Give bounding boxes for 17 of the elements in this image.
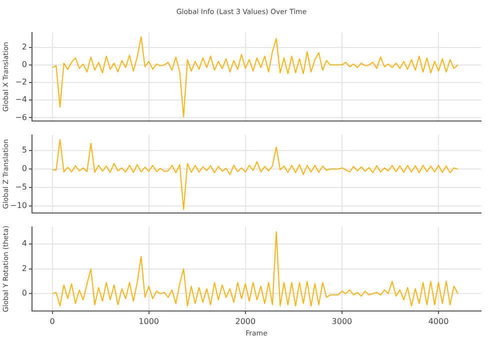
x-tick-label: 3000 xyxy=(332,316,352,326)
y-tick-label: 2 xyxy=(22,42,27,52)
y-tick-label: 2 xyxy=(22,264,27,273)
y-tick-label: −10 xyxy=(10,200,27,210)
y-tick-label: 0 xyxy=(22,288,27,298)
y-tick-label: −6 xyxy=(15,112,27,122)
y-tick-label: 5 xyxy=(22,146,27,155)
x-tick-label: 1000 xyxy=(138,316,160,326)
x-tick-label: 0 xyxy=(50,316,55,326)
y-tick-label: 0 xyxy=(22,164,27,174)
y-tick-label: −4 xyxy=(15,95,27,104)
y-tick-label: 0 xyxy=(22,60,27,70)
x-tick-label: 4000 xyxy=(428,316,449,326)
y-tick-label: −5 xyxy=(15,182,27,192)
y-tick-label: 4 xyxy=(22,239,27,248)
x-tick-label: 2000 xyxy=(235,316,256,326)
y-tick-label: −2 xyxy=(15,78,27,87)
